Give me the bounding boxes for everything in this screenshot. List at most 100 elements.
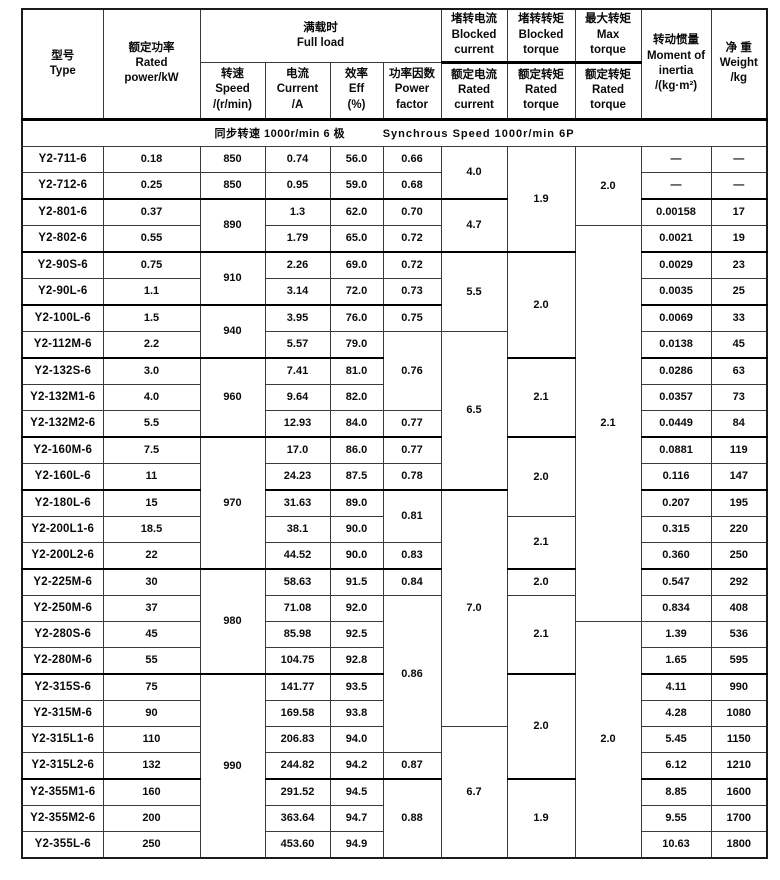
cell-power: 55 xyxy=(102,646,201,675)
cell-weight: 147 xyxy=(710,462,768,491)
table-row: Y2-225M-6 30 980 58.63 91.5 0.84 2.0 0.547 292 xyxy=(21,568,768,675)
cell-current: 38.1 xyxy=(264,515,331,543)
cell-power: 4.0 xyxy=(102,383,201,411)
cell-eff: 90.0 xyxy=(329,515,384,543)
cell-weight: 220 xyxy=(710,515,768,543)
cell-type: Y2-355L-6 xyxy=(21,830,104,858)
cell-inertia: 4.11 xyxy=(640,673,712,701)
cell-pf: 0.86 xyxy=(382,594,442,753)
cell-pf: 0.87 xyxy=(382,751,442,780)
cell-current: 104.75 xyxy=(264,646,331,675)
cell-current: 44.52 xyxy=(264,541,331,570)
cell-max_torque: 2.0 xyxy=(574,620,642,858)
cell-current: 1.79 xyxy=(264,224,331,253)
cell-type: Y2-112M-6 xyxy=(21,330,104,359)
cell-pf: 0.83 xyxy=(382,541,442,570)
cell-eff: 93.8 xyxy=(329,699,384,727)
cell-type: Y2-355M1-6 xyxy=(21,778,104,806)
cell-weight: 250 xyxy=(710,541,768,570)
section-title-en: Synchrous Speed 1000r/min 6P xyxy=(382,128,575,140)
cell-inertia: 0.0035 xyxy=(640,277,712,306)
header-moment-of-inertia: 转动惯量 Moment of inertia /(kg·m²) xyxy=(640,8,712,121)
cell-blocked_current: 5.5 xyxy=(440,251,508,332)
cell-type: Y2-280M-6 xyxy=(21,646,104,675)
table-row: Y2-315L2-6 132 244.82 94.2 0.87 6.12 1210 xyxy=(21,751,768,780)
cell-eff: 59.0 xyxy=(329,171,384,200)
cell-weight: 25 xyxy=(710,277,768,306)
cell-weight: 1800 xyxy=(710,830,768,858)
cell-power: 0.18 xyxy=(102,145,201,173)
cell-pf: 0.66 xyxy=(382,145,442,173)
cell-pf: 0.73 xyxy=(382,277,442,306)
cell-eff: 89.0 xyxy=(329,489,384,517)
cell-power: 0.25 xyxy=(102,171,201,200)
cell-inertia: — xyxy=(640,145,712,173)
table-row: Y2-250M-6 37 71.08 92.0 0.86 2.1 0.834 408 xyxy=(21,594,768,753)
cell-eff: 81.0 xyxy=(329,357,384,385)
cell-eff: 91.5 xyxy=(329,568,384,596)
header-speed: 转速 Speed /(r/min) xyxy=(199,61,266,121)
cell-eff: 79.0 xyxy=(329,330,384,359)
cell-pf: 0.78 xyxy=(382,462,442,491)
cell-type: Y2-200L1-6 xyxy=(21,515,104,543)
motor-spec-table: 型号 Type 额定功率 Rated power/kW 满载时 Full loa… xyxy=(21,8,769,859)
cell-type: Y2-315S-6 xyxy=(21,673,104,701)
cell-inertia: 0.547 xyxy=(640,568,712,596)
cell-speed: 980 xyxy=(199,568,266,675)
table-row: Y2-315L1-6 110 206.83 94.0 6.7 5.45 1150 xyxy=(21,725,768,858)
table-header: 型号 Type 额定功率 Rated power/kW 满载时 Full loa… xyxy=(21,8,768,121)
cell-power: 1.5 xyxy=(102,304,201,332)
table-row: Y2-280M-6 55 104.75 92.8 1.65 595 xyxy=(21,646,768,675)
header-power-factor: 功率因数 Power factor xyxy=(382,61,442,121)
cell-eff: 65.0 xyxy=(329,224,384,253)
cell-current: 291.52 xyxy=(264,778,331,806)
cell-blocked_torque: 2.0 xyxy=(506,251,576,359)
cell-blocked_current: 6.7 xyxy=(440,725,508,858)
cell-weight: 990 xyxy=(710,673,768,701)
cell-type: Y2-315M-6 xyxy=(21,699,104,727)
cell-eff: 90.0 xyxy=(329,541,384,570)
table-row: Y2-355M1-6 160 291.52 94.5 0.88 1.9 8.85 1600 xyxy=(21,778,768,858)
cell-pf: 0.72 xyxy=(382,251,442,279)
cell-power: 22 xyxy=(102,541,201,570)
table-row: Y2-90S-6 0.75 910 2.26 69.0 0.72 5.5 2.0 0.0029 2… xyxy=(21,251,768,359)
cell-weight: 408 xyxy=(710,594,768,622)
cell-eff: 92.8 xyxy=(329,646,384,675)
cell-pf: 0.70 xyxy=(382,198,442,226)
cell-type: Y2-180L-6 xyxy=(21,489,104,517)
cell-blocked_torque: 2.1 xyxy=(506,515,576,570)
header-eff: 效率 Eff (%) xyxy=(329,61,384,121)
cell-current: 1.3 xyxy=(264,198,331,226)
cell-type: Y2-250M-6 xyxy=(21,594,104,622)
cell-current: 5.57 xyxy=(264,330,331,359)
cell-current: 12.93 xyxy=(264,409,331,438)
cell-eff: 72.0 xyxy=(329,277,384,306)
table-row: Y2-355M2-6 200 363.64 94.7 9.55 1700 xyxy=(21,804,768,832)
cell-speed: 960 xyxy=(199,357,266,438)
cell-type: Y2-711-6 xyxy=(21,145,104,173)
cell-power: 0.37 xyxy=(102,198,201,226)
cell-eff: 87.5 xyxy=(329,462,384,491)
cell-speed: 970 xyxy=(199,436,266,570)
header-current: 电流 Current /A xyxy=(264,61,331,121)
cell-pf: 0.68 xyxy=(382,171,442,200)
cell-eff: 92.5 xyxy=(329,620,384,648)
cell-eff: 82.0 xyxy=(329,383,384,411)
cell-speed: 990 xyxy=(199,673,266,858)
cell-inertia: 1.65 xyxy=(640,646,712,675)
cell-type: Y2-160L-6 xyxy=(21,462,104,491)
cell-pf: 0.72 xyxy=(382,224,442,253)
cell-pf: 0.77 xyxy=(382,436,442,464)
cell-weight: 195 xyxy=(710,489,768,517)
cell-type: Y2-712-6 xyxy=(21,171,104,200)
cell-weight: 1150 xyxy=(710,725,768,753)
cell-inertia: 0.0881 xyxy=(640,436,712,464)
cell-power: 15 xyxy=(102,489,201,517)
cell-pf: 0.76 xyxy=(382,330,442,411)
cell-inertia: 0.0029 xyxy=(640,251,712,279)
cell-inertia: 6.12 xyxy=(640,751,712,780)
cell-eff: 92.0 xyxy=(329,594,384,622)
cell-inertia: 0.360 xyxy=(640,541,712,570)
cell-pf: 0.81 xyxy=(382,489,442,543)
cell-type: Y2-280S-6 xyxy=(21,620,104,648)
